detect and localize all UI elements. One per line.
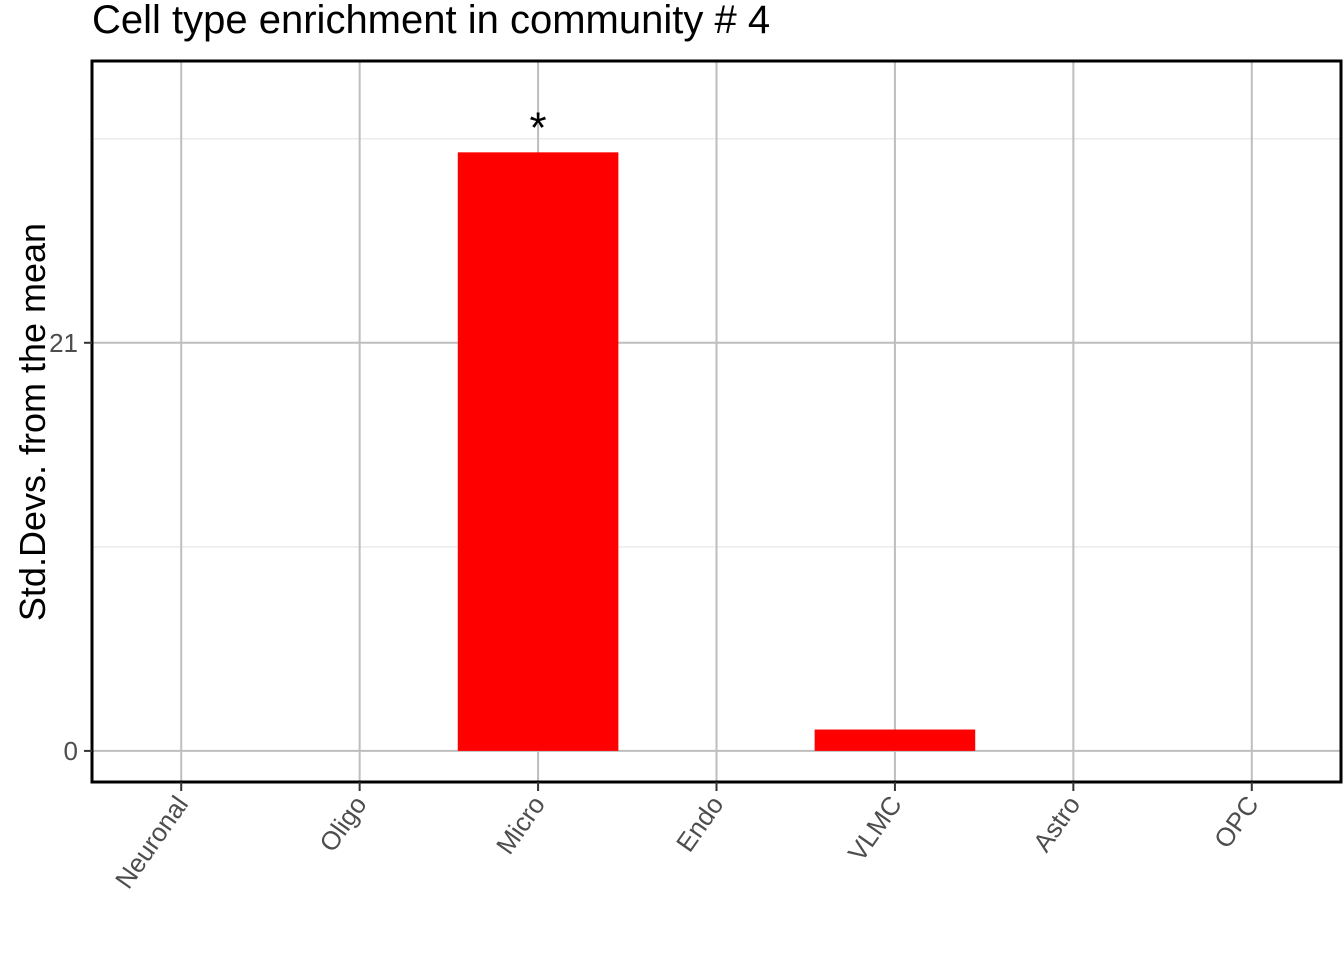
- x-tick-label: Oligo: [313, 790, 372, 857]
- bar-vlmc: [814, 729, 976, 751]
- x-tick-label: VLMC: [842, 790, 908, 866]
- significance-marker: *: [530, 103, 547, 152]
- plot-area: * 0 21 Neuronal Oligo Micro Endo VLMC Astro OPC: [49, 59, 1343, 894]
- chart-title: Cell type enrichment in community # 4: [92, 0, 770, 42]
- x-tick-label: Micro: [490, 790, 551, 859]
- x-tick-label: Endo: [670, 790, 729, 857]
- y-axis-label: Std.Devs. from the mean: [12, 223, 53, 621]
- x-tick-label: Astro: [1027, 790, 1086, 857]
- y-tick-label: 0: [64, 736, 78, 766]
- bar-micro: [457, 152, 619, 751]
- x-tick-label: Neuronal: [109, 790, 194, 894]
- y-tick-label: 21: [49, 328, 78, 358]
- x-tick-label: OPC: [1208, 790, 1265, 853]
